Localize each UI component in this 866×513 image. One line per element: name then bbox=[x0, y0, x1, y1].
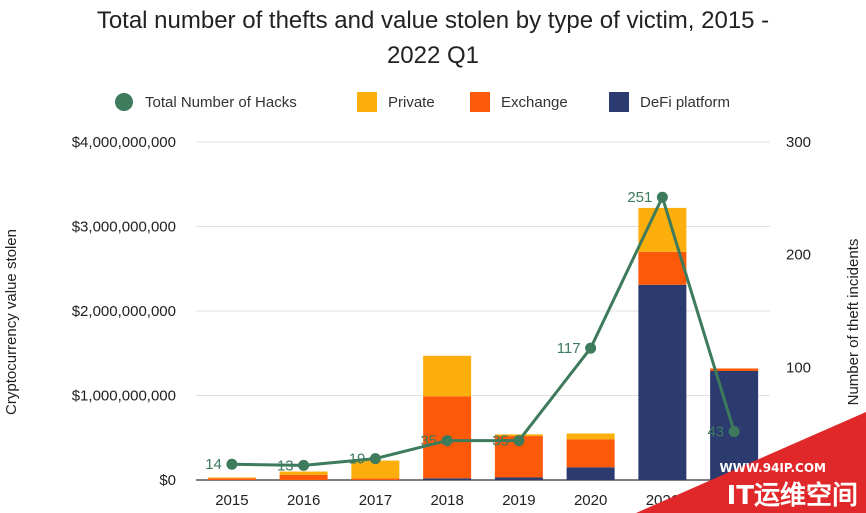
bar-segment bbox=[566, 439, 615, 468]
right-tick-label: 100 bbox=[786, 359, 811, 376]
right-axis-ticks: 100 200 300 bbox=[786, 134, 811, 376]
x-tick-label: 2016 bbox=[287, 492, 320, 509]
hacks-line-point bbox=[441, 435, 453, 447]
hacks-line-series bbox=[226, 191, 740, 471]
hacks-line-point bbox=[369, 453, 381, 465]
left-tick-label: $4,000,000,000 bbox=[72, 134, 176, 151]
hacks-point-labels: 14 13 19 35 35 117 251 43 bbox=[205, 189, 724, 474]
x-tick-label: 2017 bbox=[359, 492, 392, 509]
hacks-point-label: 19 bbox=[349, 451, 366, 468]
bar-segment bbox=[710, 370, 759, 480]
watermark-url: WWW.94IP.COM bbox=[719, 461, 826, 475]
bar-segment bbox=[638, 251, 687, 285]
legend-private-label: Private bbox=[388, 94, 435, 111]
x-tick-label: 2019 bbox=[502, 492, 535, 509]
bar-segment bbox=[351, 478, 400, 480]
watermark: WWW.94IP.COM IT运维空间 bbox=[636, 412, 866, 513]
hacks-line-point bbox=[226, 458, 238, 470]
legend-hacks-label: Total Number of Hacks bbox=[145, 94, 297, 111]
bar-segment bbox=[638, 284, 687, 480]
watermark-brand: IT运维空间 bbox=[727, 480, 858, 511]
bar-segment bbox=[351, 460, 400, 479]
left-tick-label: $0 bbox=[159, 472, 176, 489]
hacks-line-point bbox=[513, 435, 525, 447]
bar-segment bbox=[423, 478, 472, 480]
legend-private-swatch bbox=[357, 92, 377, 112]
right-tick-label: 200 bbox=[786, 247, 811, 264]
left-axis-ticks: $0 $1,000,000,000 $2,000,000,000 $3,000,000… bbox=[72, 134, 176, 489]
x-tick-label: 2018 bbox=[430, 492, 463, 509]
legend-hacks-swatch bbox=[115, 93, 133, 111]
bar-segment bbox=[279, 474, 328, 480]
legend-exchange-swatch bbox=[470, 92, 490, 112]
left-tick-label: $1,000,000,000 bbox=[72, 388, 176, 405]
hacks-point-label: 35 bbox=[420, 433, 437, 450]
bar-segment bbox=[566, 433, 615, 440]
bar-segment bbox=[279, 471, 328, 475]
legend-exchange-label: Exchange bbox=[501, 94, 568, 111]
hacks-point-label: 35 bbox=[492, 433, 509, 450]
bar-segment bbox=[710, 368, 759, 371]
bars bbox=[207, 207, 759, 480]
x-tick-label: 2015 bbox=[215, 492, 248, 509]
hacks-line-point bbox=[585, 342, 597, 354]
right-tick-label: 300 bbox=[786, 134, 811, 151]
bar-segment bbox=[566, 467, 615, 480]
hacks-point-label: 43 bbox=[707, 424, 724, 441]
hacks-point-label: 251 bbox=[627, 189, 652, 206]
bar-segment bbox=[423, 355, 472, 397]
right-axis-title: Number of theft incidents bbox=[845, 239, 862, 406]
legend-defi-swatch bbox=[609, 92, 629, 112]
chart-title-line-2: 2022 Q1 bbox=[387, 42, 479, 69]
chart-title-line-1: Total number of thefts and value stolen … bbox=[97, 7, 769, 34]
hacks-point-label: 14 bbox=[205, 456, 222, 473]
bar-segment bbox=[494, 477, 543, 480]
hacks-point-label: 13 bbox=[277, 457, 294, 474]
hacks-line-point bbox=[298, 459, 310, 471]
hacks-line-point bbox=[656, 191, 668, 203]
legend: Total Number of Hacks Private Exchange D… bbox=[115, 92, 730, 112]
hacks-line bbox=[231, 193, 736, 467]
x-tick-label: 2020 bbox=[574, 492, 607, 509]
left-tick-label: $3,000,000,000 bbox=[72, 219, 176, 236]
hacks-point-label: 117 bbox=[557, 340, 581, 357]
legend-defi-label: DeFi platform bbox=[640, 94, 730, 111]
left-tick-label: $2,000,000,000 bbox=[72, 303, 176, 320]
bar-segment bbox=[207, 478, 256, 480]
hacks-line-point bbox=[728, 426, 740, 438]
watermark-banner bbox=[636, 412, 866, 513]
left-axis-title: Cryptocurrency value stolen bbox=[3, 229, 20, 415]
bar-segment bbox=[207, 477, 256, 479]
